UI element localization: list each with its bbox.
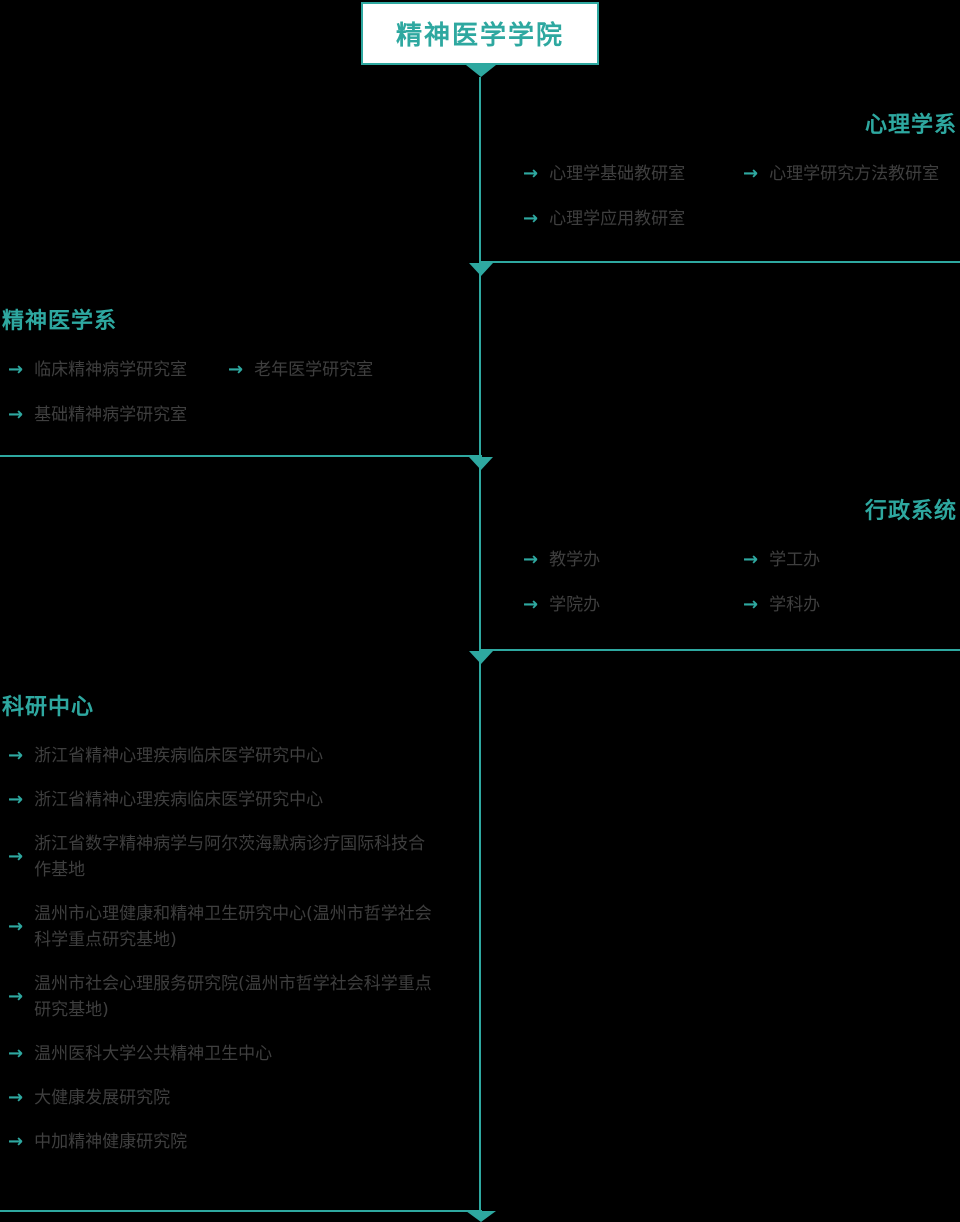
org-item-label: 学院办 xyxy=(549,595,601,615)
root-title: 精神医学学院 xyxy=(395,21,564,51)
arrow-right-icon: → xyxy=(8,1043,24,1064)
org-item: → 浙江省精神心理疾病临床医学研究中心 xyxy=(8,787,482,813)
org-item: → 心理学应用教研室 xyxy=(523,206,743,232)
branch-line-admin xyxy=(480,649,960,651)
org-item: → 中加精神健康研究院 xyxy=(8,1129,482,1155)
root-node: 精神医学学院 xyxy=(361,2,599,65)
org-item: → 学科办 xyxy=(743,592,960,618)
section-items: → 心理学基础教研室 → 心理学研究方法教研室 → 心理学应用教研室 xyxy=(480,161,960,232)
org-item-label: 大健康发展研究院 xyxy=(34,1088,171,1108)
org-item: → 学工办 xyxy=(743,547,960,573)
arrow-right-icon: → xyxy=(523,594,539,615)
section-items: → 浙江省精神心理疾病临床医学研究中心 → 浙江省精神心理疾病临床医学研究中心 … xyxy=(0,743,482,1155)
section-items: → 临床精神病学研究室 → 老年医学研究室 → 基础精神病学研究室 xyxy=(0,357,482,428)
org-item: → 教学办 xyxy=(523,547,743,573)
branch-line-psychiatry xyxy=(0,455,482,457)
branch-line-research xyxy=(0,1210,482,1212)
arrow-right-icon: → xyxy=(743,549,759,570)
arrow-down-icon xyxy=(466,1211,496,1222)
org-item-label: 浙江省精神心理疾病临床医学研究中心 xyxy=(34,746,324,766)
arrow-right-icon: → xyxy=(8,1087,24,1108)
arrow-right-icon: → xyxy=(8,916,24,937)
section-title: 行政系统 xyxy=(864,499,957,524)
org-item: → 学院办 xyxy=(523,592,743,618)
arrow-right-icon: → xyxy=(8,359,24,380)
section-psychology: 心理学系 → 心理学基础教研室 → 心理学研究方法教研室 → 心理学应用教研室 xyxy=(480,112,960,232)
arrow-down-icon xyxy=(466,65,496,77)
arrow-right-icon: → xyxy=(523,163,539,184)
org-item-label: 临床精神病学研究室 xyxy=(34,360,188,380)
arrow-right-icon: → xyxy=(8,745,24,766)
arrow-right-icon: → xyxy=(8,846,24,867)
org-item: → 基础精神病学研究室 xyxy=(8,402,228,428)
org-item: → 浙江省精神心理疾病临床医学研究中心 xyxy=(8,743,482,769)
org-item-label: 基础精神病学研究室 xyxy=(34,405,188,425)
org-item: → 温州市社会心理服务研究院(温州市哲学社会科学重点研究基地) xyxy=(8,971,482,1023)
org-item: → 浙江省数字精神病学与阿尔茨海默病诊疗国际科技合作基地 xyxy=(8,831,482,883)
arrow-right-icon: → xyxy=(743,163,759,184)
org-item-label: 中加精神健康研究院 xyxy=(34,1132,188,1152)
org-item-label: 老年医学研究室 xyxy=(254,360,374,380)
org-item: → 大健康发展研究院 xyxy=(8,1085,482,1111)
org-item-label: 浙江省精神心理疾病临床医学研究中心 xyxy=(34,790,324,810)
org-item: → 温州医科大学公共精神卫生中心 xyxy=(8,1041,482,1067)
org-item-label: 浙江省数字精神病学与阿尔茨海默病诊疗国际科技合作基地 xyxy=(34,834,426,880)
org-item-label: 学工办 xyxy=(769,550,821,570)
arrow-right-icon: → xyxy=(523,549,539,570)
section-title: 心理学系 xyxy=(864,113,957,138)
arrow-down-icon xyxy=(469,457,493,470)
arrow-right-icon: → xyxy=(8,1131,24,1152)
org-item: → 心理学基础教研室 xyxy=(523,161,743,187)
org-item: → 老年医学研究室 xyxy=(228,357,448,383)
org-item-label: 心理学研究方法教研室 xyxy=(769,164,940,184)
org-item-label: 温州医科大学公共精神卫生中心 xyxy=(34,1044,273,1064)
section-title: 科研中心 xyxy=(2,695,95,720)
arrow-down-icon xyxy=(469,263,493,276)
org-item-label: 学科办 xyxy=(769,595,821,615)
arrow-right-icon: → xyxy=(743,594,759,615)
arrow-right-icon: → xyxy=(228,359,244,380)
branch-line-psychology xyxy=(480,261,960,263)
org-item-label: 心理学应用教研室 xyxy=(549,209,686,229)
main-connector-line xyxy=(479,77,481,1211)
org-item-label: 心理学基础教研室 xyxy=(549,164,686,184)
arrow-right-icon: → xyxy=(8,789,24,810)
arrow-right-icon: → xyxy=(523,208,539,229)
section-items: → 教学办 → 学工办 → 学院办 → 学科办 xyxy=(480,547,960,618)
org-item-label: 温州市社会心理服务研究院(温州市哲学社会科学重点研究基地) xyxy=(34,974,432,1020)
org-item-label: 温州市心理健康和精神卫生研究中心(温州市哲学社会科学重点研究基地) xyxy=(34,904,432,950)
org-item-label: 教学办 xyxy=(549,550,601,570)
section-psychiatry: 精神医学系 → 临床精神病学研究室 → 老年医学研究室 → 基础精神病学研究室 xyxy=(0,308,482,428)
section-admin: 行政系统 → 教学办 → 学工办 → 学院办 → 学科办 xyxy=(480,498,960,618)
section-title: 精神医学系 xyxy=(2,309,118,334)
section-research: 科研中心 → 浙江省精神心理疾病临床医学研究中心 → 浙江省精神心理疾病临床医学… xyxy=(0,694,482,1155)
org-item: → 心理学研究方法教研室 xyxy=(743,161,960,187)
org-item: → 临床精神病学研究室 xyxy=(8,357,228,383)
org-item: → 温州市心理健康和精神卫生研究中心(温州市哲学社会科学重点研究基地) xyxy=(8,901,482,953)
arrow-down-icon xyxy=(469,651,493,664)
arrow-right-icon: → xyxy=(8,986,24,1007)
arrow-right-icon: → xyxy=(8,404,24,425)
